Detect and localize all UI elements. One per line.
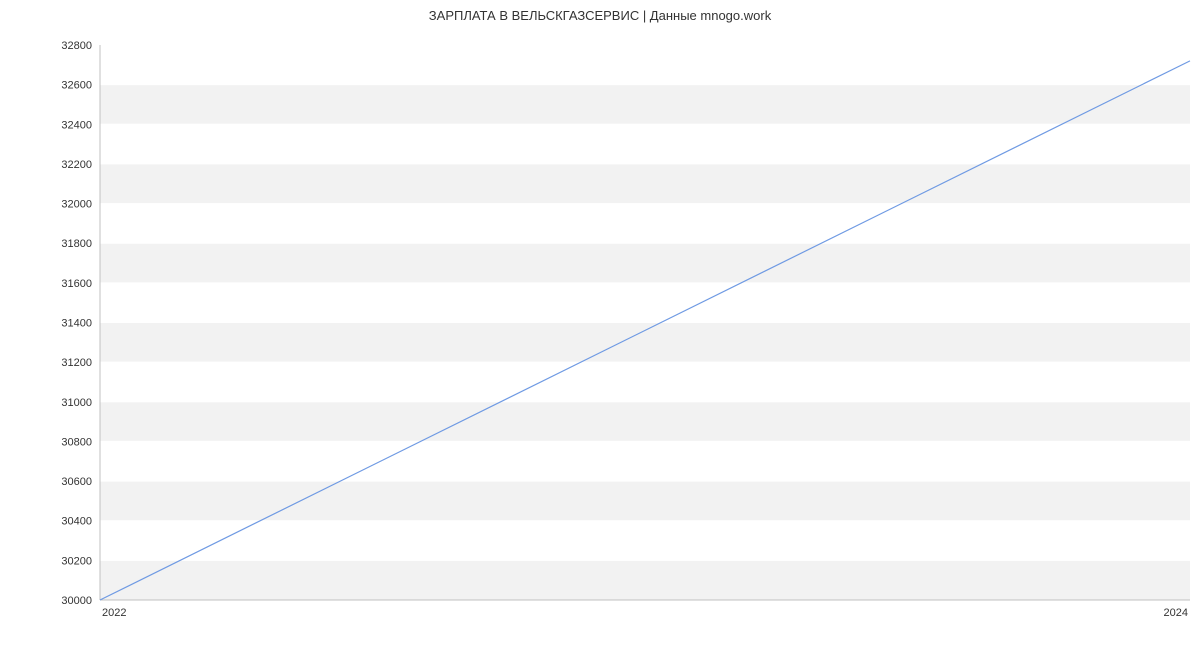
y-tick-label: 31200 (61, 357, 92, 369)
salary-line-chart: ЗАРПЛАТА В ВЕЛЬСКГАЗСЕРВИС | Данные mnog… (0, 0, 1200, 650)
grid-band (100, 402, 1190, 442)
grid-band (100, 481, 1190, 521)
y-tick-label: 31000 (61, 397, 92, 409)
x-tick-label: 2022 (102, 607, 126, 619)
grid-band (100, 243, 1190, 283)
y-tick-label: 32400 (61, 119, 92, 131)
y-tick-label: 31400 (61, 318, 92, 330)
y-tick-label: 30000 (61, 595, 92, 607)
chart-title: ЗАРПЛАТА В ВЕЛЬСКГАЗСЕРВИС | Данные mnog… (0, 8, 1200, 23)
y-tick-label: 31600 (61, 278, 92, 290)
grid-band (100, 85, 1190, 125)
y-tick-label: 30600 (61, 476, 92, 488)
grid-band (100, 164, 1190, 204)
chart-svg: 30000 30200 30400 30600 30800 31000 31200 31400… (0, 0, 1200, 650)
grid-band (100, 323, 1190, 363)
x-tick-label: 2024 (1164, 607, 1188, 619)
y-tick-label: 32200 (61, 159, 92, 171)
y-tick-label: 31800 (61, 238, 92, 250)
y-tick-label: 32800 (61, 40, 92, 52)
y-tick-label: 30400 (61, 516, 92, 528)
y-tick-label: 30200 (61, 555, 92, 567)
grid-band (100, 560, 1190, 600)
y-tick-label: 32000 (61, 199, 92, 211)
y-tick-label: 30800 (61, 436, 92, 448)
y-tick-label: 32600 (61, 80, 92, 92)
